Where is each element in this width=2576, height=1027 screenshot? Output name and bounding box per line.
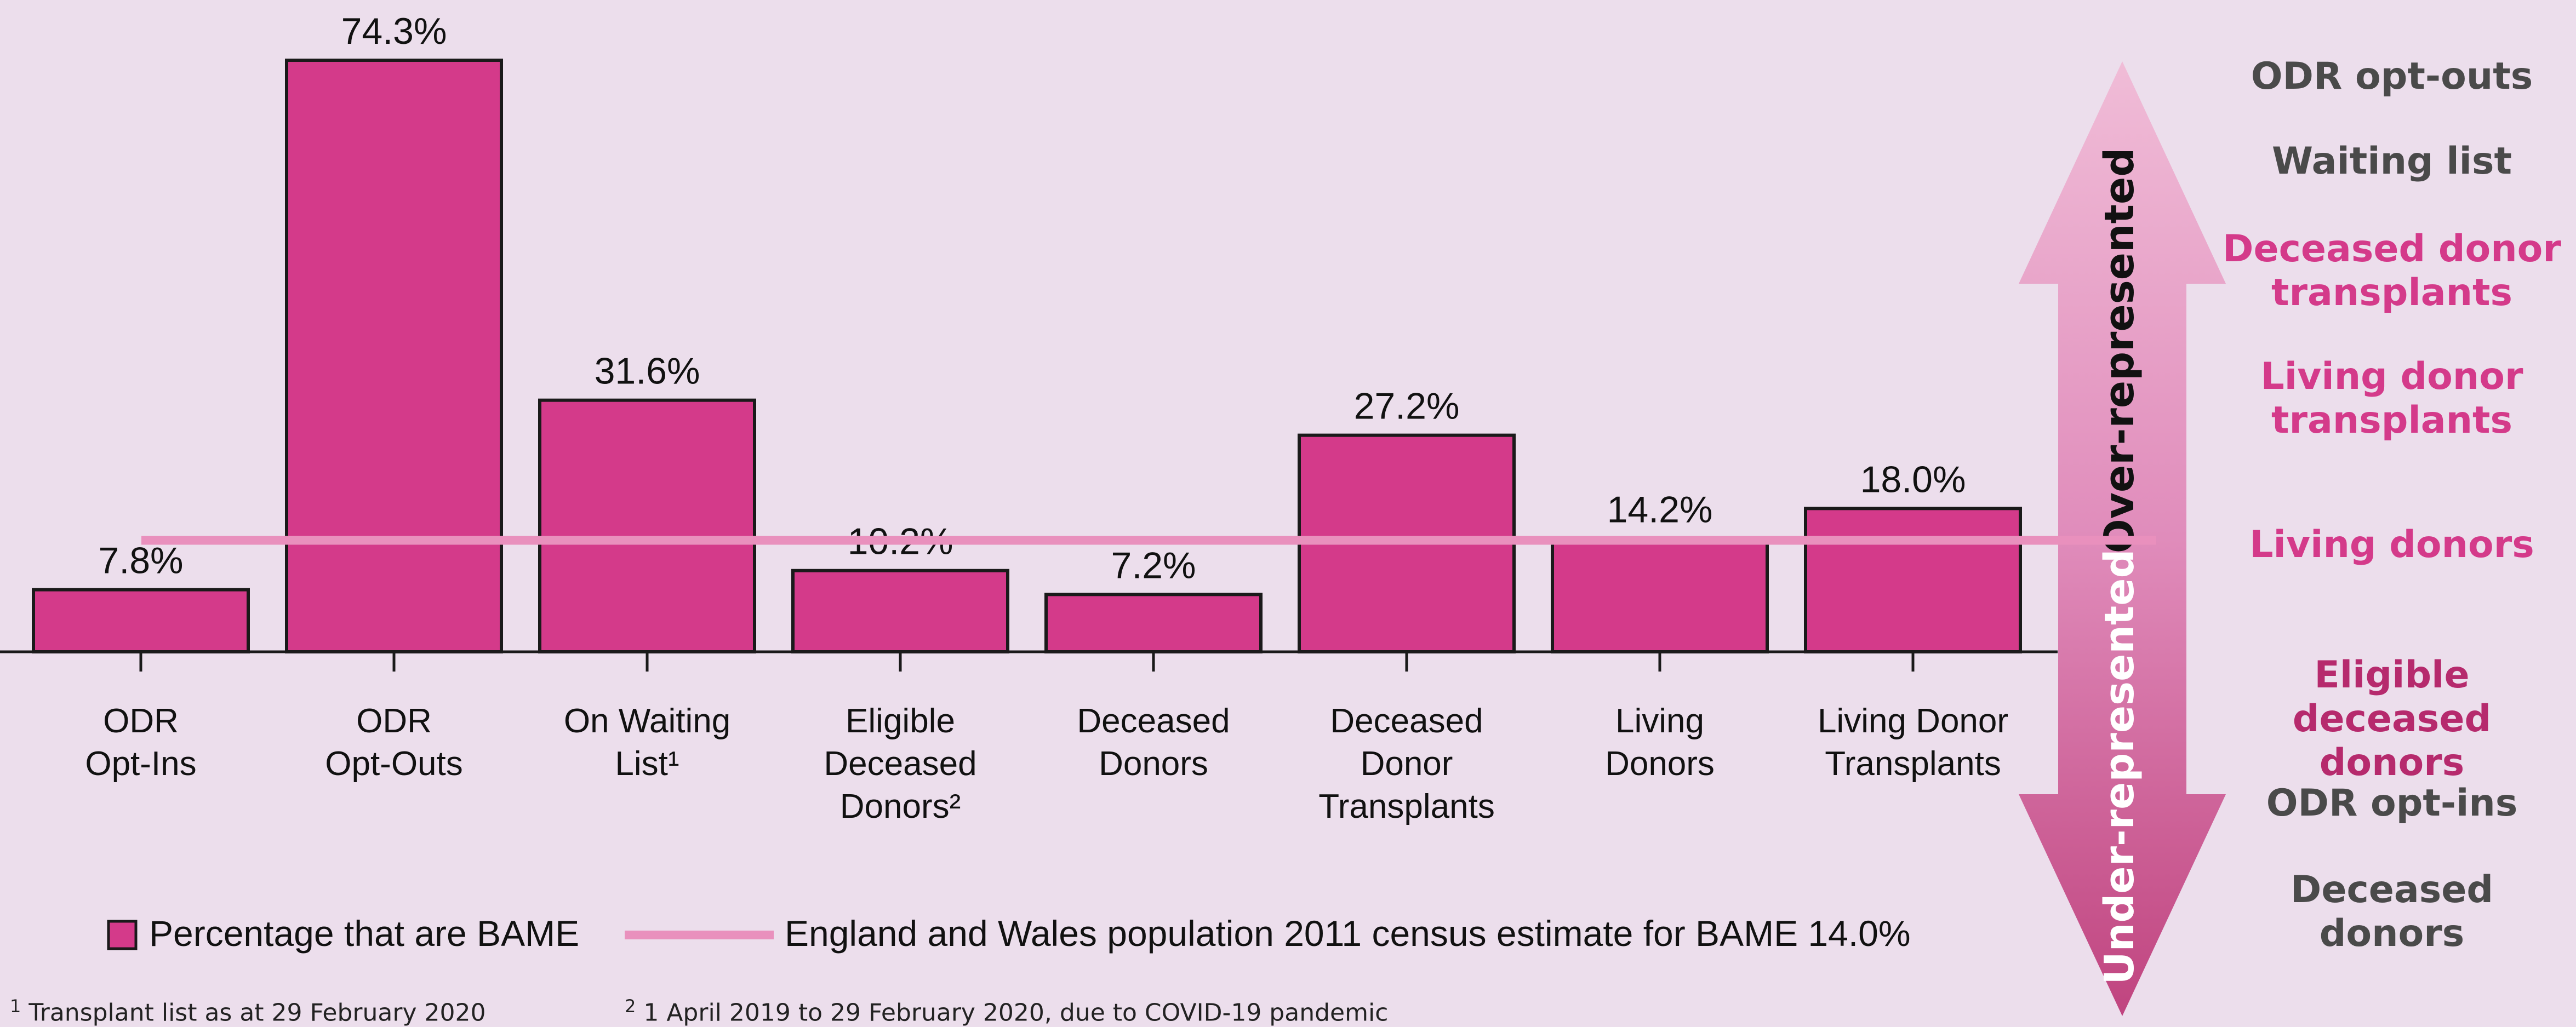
- bar: [32, 588, 250, 654]
- ranking-item: Living donors: [2211, 523, 2573, 567]
- category-label-line: Eligible: [846, 702, 955, 740]
- legend: Percentage that are BAME England and Wal…: [107, 913, 1911, 954]
- bar: [285, 59, 503, 653]
- category-label-line: Deceased: [1077, 702, 1230, 740]
- footnote-1: 1 Transplant list as at 29 February 2020: [10, 996, 486, 1027]
- bars-group: [32, 59, 2022, 654]
- bar-value-label: 18.0%: [1860, 458, 1966, 500]
- ranking-item: Deceased donors: [2211, 868, 2573, 956]
- footnote-1-marker: 1: [10, 996, 21, 1017]
- bar-value-label: 14.2%: [1607, 489, 1713, 531]
- ranking-item-line: Deceased donor: [2223, 227, 2561, 271]
- footnote-2-marker: 2: [625, 996, 636, 1017]
- legend-bar-label: Percentage that are BAME: [149, 913, 579, 954]
- bar: [1804, 507, 2022, 654]
- ranking-item-line: ODR opt-ins: [2266, 782, 2518, 825]
- category-label: Living Donors: [1605, 702, 1715, 783]
- category-label: ODR Opt-Ins: [85, 702, 196, 783]
- bar-value-label: 74.3%: [341, 10, 447, 52]
- category-label: Deceased Donors: [1077, 702, 1230, 783]
- category-label-line: Deceased: [824, 745, 976, 783]
- category-label-line: Living: [1615, 702, 1704, 740]
- category-label-line: Deceased: [1330, 702, 1483, 740]
- footnote-2-text: 1 April 2019 to 29 February 2020, due to…: [636, 999, 1389, 1027]
- over-represented-label: Over-represented: [2096, 148, 2143, 553]
- bar: [791, 569, 1009, 653]
- footnote-1-text: Transplant list as at 29 February 2020: [21, 999, 486, 1027]
- ranking-item-line: transplants: [2271, 271, 2513, 314]
- bar: [1551, 537, 1769, 654]
- bar: [538, 398, 756, 654]
- ranking-item: Deceased donor transplants: [2211, 227, 2573, 315]
- category-label: ODR Opt-Outs: [325, 702, 463, 783]
- ranking-item-line: transplants: [2271, 399, 2513, 442]
- ranking-item: ODR opt-ins: [2211, 782, 2573, 825]
- category-label: Eligible Deceased Donors²: [824, 702, 976, 825]
- ranking-item: Living donor transplants: [2211, 355, 2573, 443]
- bar-value-label: 27.2%: [1354, 386, 1460, 427]
- ranking-item-line: Deceased: [2290, 868, 2494, 911]
- category-label-line: ODR: [103, 702, 179, 740]
- bar-value-label: 7.8%: [99, 540, 184, 582]
- ranking-item-line: Living donor: [2260, 355, 2523, 398]
- bar-value-label: 31.6%: [595, 351, 700, 392]
- category-label-line: ODR: [356, 702, 432, 740]
- category-label-line: Donors: [1605, 745, 1715, 783]
- ranking-item-line: donors: [2319, 912, 2465, 955]
- category-label-line: Living Donor: [1818, 702, 2008, 740]
- ranking-item: Eligible deceased donors: [2211, 653, 2573, 785]
- category-label-line: Transplants: [1318, 788, 1495, 825]
- ranking-item-line: Eligible deceased: [2292, 653, 2492, 741]
- category-labels-group: ODR Opt-Ins ODR Opt-Outs On Waiting List¹ Elig…: [85, 702, 2008, 825]
- category-label-line: On Waiting: [564, 702, 730, 740]
- category-label: Deceased Donor Transplants: [1318, 702, 1495, 825]
- ranking-item-line: Waiting list: [2272, 140, 2512, 183]
- category-label-line: Transplants: [1825, 745, 2001, 783]
- bar-value-label: 7.2%: [1111, 544, 1196, 586]
- ranking-item: ODR opt-outs: [2211, 55, 2573, 99]
- category-label-line: List¹: [615, 745, 679, 783]
- category-label: On Waiting List¹: [564, 702, 730, 783]
- category-label-line: Donors: [1099, 745, 1208, 783]
- ranking-item-line: donors: [2319, 741, 2465, 784]
- legend-bar-swatch: [107, 920, 138, 950]
- category-label-line: Donors²: [840, 788, 961, 825]
- category-label-line: Opt-Outs: [325, 745, 463, 783]
- bar: [1044, 593, 1263, 654]
- category-label-line: Donor: [1361, 745, 1453, 783]
- under-represented-label: Under-represented: [2096, 549, 2143, 985]
- category-label: Living Donor Transplants: [1818, 702, 2008, 783]
- ranking-item-line: ODR opt-outs: [2251, 55, 2533, 98]
- footnote-2: 2 1 April 2019 to 29 February 2020, due …: [625, 996, 1388, 1027]
- ranking-item-line: Living donors: [2249, 523, 2534, 566]
- ranking-item: Waiting list: [2211, 140, 2573, 183]
- legend-line-label: England and Wales population 2011 census…: [785, 913, 1911, 954]
- x-ticks-group: [139, 652, 1915, 672]
- category-label-line: Opt-Ins: [85, 745, 196, 783]
